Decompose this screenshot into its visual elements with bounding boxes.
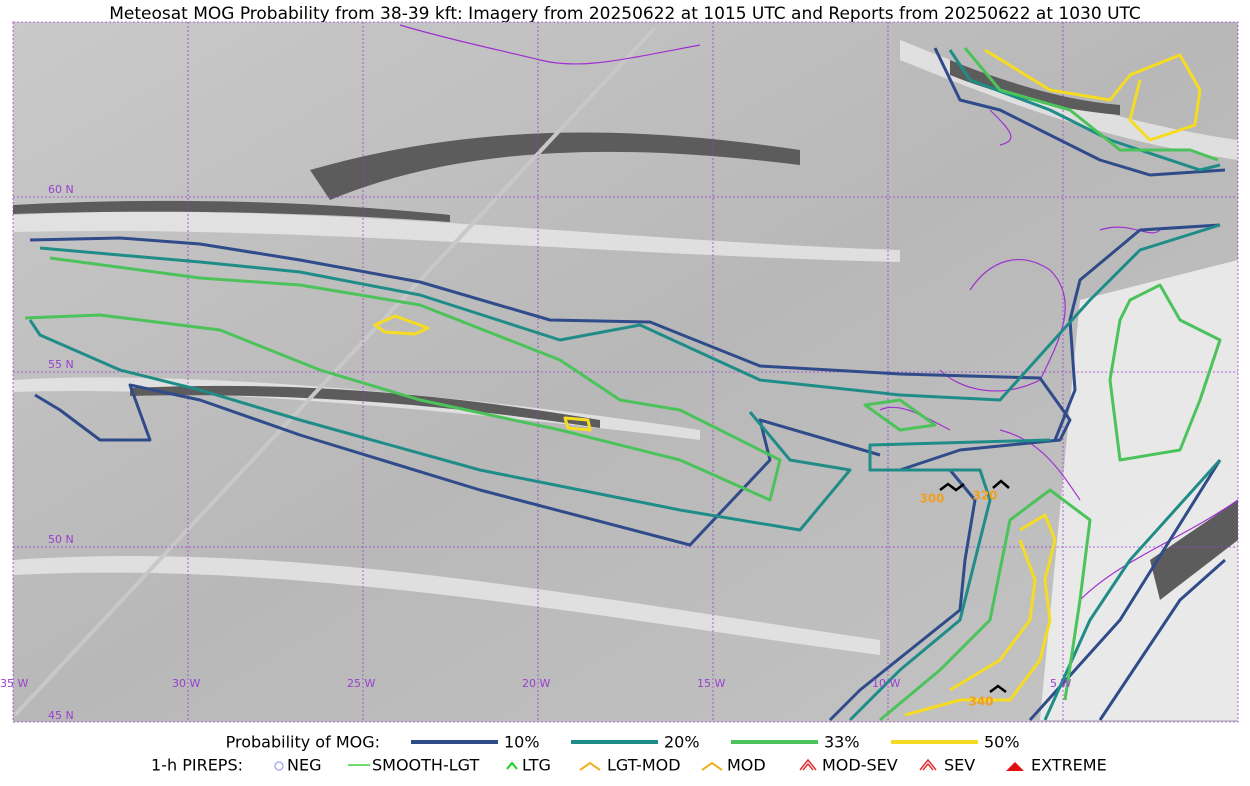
legend-label: 33% (824, 733, 860, 752)
contour-50 (373, 314, 430, 336)
legend-label: MOD-SEV (822, 756, 898, 775)
lon-label: 20 W (522, 677, 550, 690)
lat-label: 60 N (48, 183, 74, 196)
legend-label: SMOOTH-LGT (372, 756, 479, 775)
legend-label: LTG (522, 756, 551, 775)
legend-label: NEG (287, 756, 321, 775)
lon-label: 25 W (347, 677, 375, 690)
pirep-symbol (579, 761, 601, 771)
pirep-legend-symbols (274, 758, 1024, 771)
legend-label: 50% (984, 733, 1020, 752)
title: Meteosat MOG Probability from 38-39 kft:… (109, 4, 1141, 24)
swath-edge (13, 26, 657, 717)
pirep-symbol (701, 761, 723, 771)
legend-label: EXTREME (1031, 756, 1107, 775)
lon-label: 30 W (172, 677, 200, 690)
lon-label: 5 W (1050, 677, 1071, 690)
contour-33 (24, 256, 782, 502)
lon-labels: 35 W 30 W 25 W 20 W 15 W 10 W 5 W (0, 677, 1071, 690)
pirep-legend-labels: NEG SMOOTH-LGT LTG LGT-MOD MOD MOD-SEV S… (287, 756, 1107, 775)
legend-title: 1-h PIREPS: (151, 756, 243, 775)
contour-20 (39, 223, 1221, 402)
contour-20 (28, 319, 852, 532)
pirep-symbol (274, 761, 284, 771)
contour-10 (1053, 223, 1221, 441)
contour-33 (863, 398, 937, 432)
legend-label: SEV (944, 756, 975, 775)
contour-20 (948, 49, 1221, 172)
lon-label: 35 W (0, 677, 28, 690)
contour-50 (984, 48, 1202, 142)
map: 300 320 340 60 N 55 N 50 N 45 N 35 W 30 … (0, 21, 1239, 723)
lat-labels: 60 N 55 N 50 N 45 N (48, 183, 74, 722)
pirep-label: 300 (919, 492, 944, 506)
contour-50 (563, 416, 592, 432)
map-border (12, 21, 1239, 723)
pirep-marker (939, 482, 965, 492)
pirep-label: 340 (968, 695, 993, 709)
pirep-marker (992, 479, 1010, 489)
contour-10 (933, 47, 1226, 177)
legend-title: Probability of MOG: (226, 733, 380, 752)
pirep-symbol (919, 758, 937, 771)
lon-label: 10 W (872, 677, 900, 690)
pirep-symbol (799, 758, 817, 771)
probability-legend: 10% 20% 33% 50% (411, 733, 1020, 752)
legend: Probability of MOG: 10% 20% 33% 50% 1-h PIR… (151, 733, 1107, 775)
legend-label: 10% (504, 733, 540, 752)
contour-20 (848, 438, 1051, 722)
legend-label: MOD (727, 756, 766, 775)
pirep-symbol (1006, 762, 1024, 771)
legend-label: 20% (664, 733, 700, 752)
contour-50 (949, 539, 1037, 692)
pirep-symbol (506, 761, 518, 770)
contour-50 (904, 513, 1057, 717)
dark-streaks (13, 60, 1238, 600)
coastlines (399, 24, 1239, 601)
pirep-labels: 300 320 340 (919, 489, 997, 709)
pirep-marker (989, 684, 1007, 693)
lon-label: 15 W (697, 677, 725, 690)
lat-label: 50 N (48, 533, 74, 546)
pirep-label: 320 (972, 489, 997, 503)
contours (24, 47, 1226, 722)
contour-20 (1043, 458, 1222, 721)
contour-33 (1108, 283, 1222, 462)
lat-label: 55 N (48, 358, 74, 371)
contour-33 (879, 488, 1092, 722)
pirep-markers (939, 479, 1010, 693)
legend-label: LGT-MOD (607, 756, 681, 775)
lat-label: 45 N (48, 709, 74, 722)
contour-10 (29, 236, 1072, 722)
contour-33 (963, 47, 1219, 162)
